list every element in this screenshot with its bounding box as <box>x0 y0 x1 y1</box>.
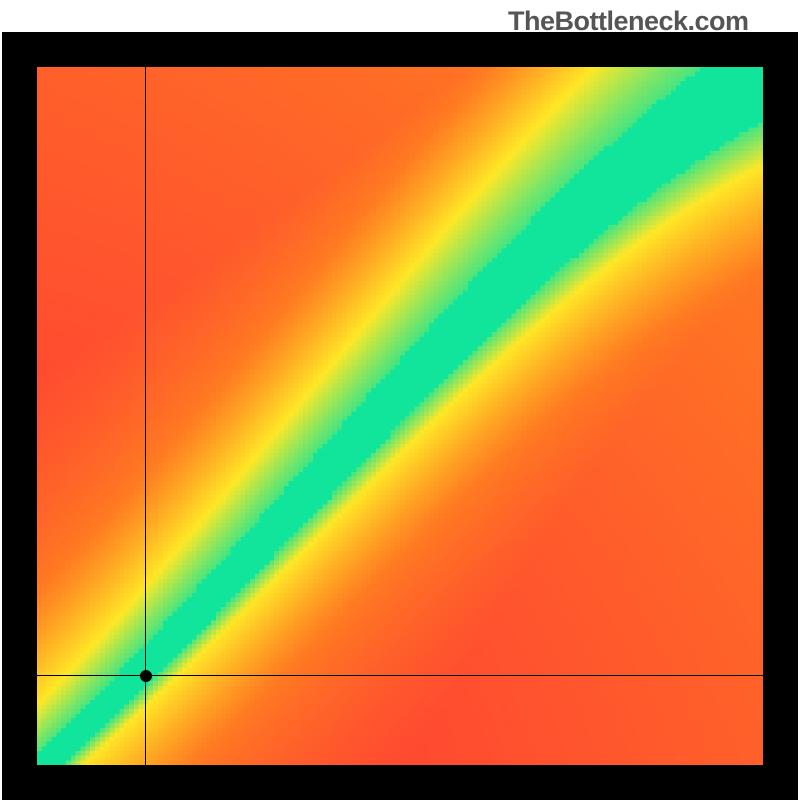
heatmap-canvas <box>37 67 763 765</box>
watermark-text: TheBottleneck.com <box>508 6 749 37</box>
heatmap-plot-area <box>37 67 763 765</box>
